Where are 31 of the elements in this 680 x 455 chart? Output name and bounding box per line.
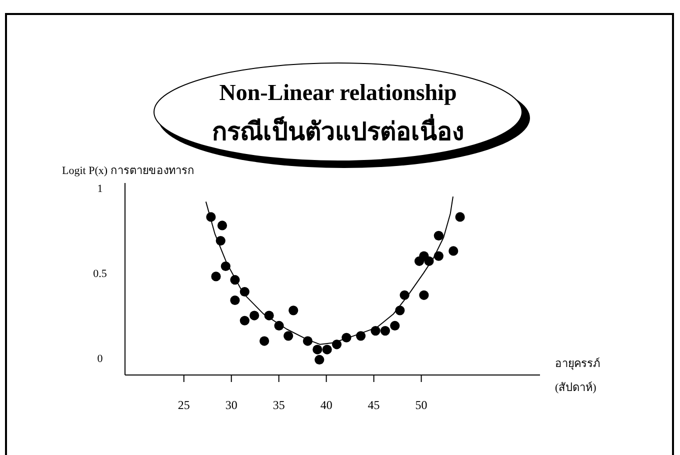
- point: [260, 336, 270, 346]
- x-tick-label: 40: [320, 398, 332, 412]
- point: [250, 310, 260, 320]
- y-tick-label: 0.5: [93, 268, 108, 280]
- point: [390, 320, 400, 331]
- point: [448, 246, 458, 256]
- chart-subtitle: กรณีเป็นตัวแปรต่อเนื่อง: [212, 114, 464, 146]
- x-tick-label: 25: [178, 398, 190, 412]
- point: [284, 331, 294, 341]
- x-tick-label: 45: [368, 398, 380, 412]
- point: [380, 326, 390, 336]
- chart-title: Non-Linear relationship: [219, 80, 457, 105]
- x-axis-title: อายุครรภ์ (สัปดาห์): [555, 357, 600, 394]
- point: [419, 290, 429, 300]
- point: [322, 344, 332, 354]
- point: [230, 295, 240, 306]
- point: [434, 230, 444, 240]
- y-axis-title: Logit P(x) การตายของทารก: [62, 165, 194, 177]
- y-tick-label: 1: [97, 183, 103, 196]
- y-tick-label: 0: [97, 353, 104, 366]
- point: [314, 354, 324, 365]
- point: [211, 272, 221, 282]
- point: [455, 212, 465, 222]
- x-tick-label: 30: [225, 398, 238, 412]
- point: [434, 251, 444, 261]
- x-tick-label: 35: [272, 398, 285, 412]
- point: [217, 220, 228, 230]
- point: [312, 344, 322, 354]
- x-tick-label: 50: [415, 398, 428, 412]
- point: [240, 316, 250, 326]
- point: [288, 306, 298, 316]
